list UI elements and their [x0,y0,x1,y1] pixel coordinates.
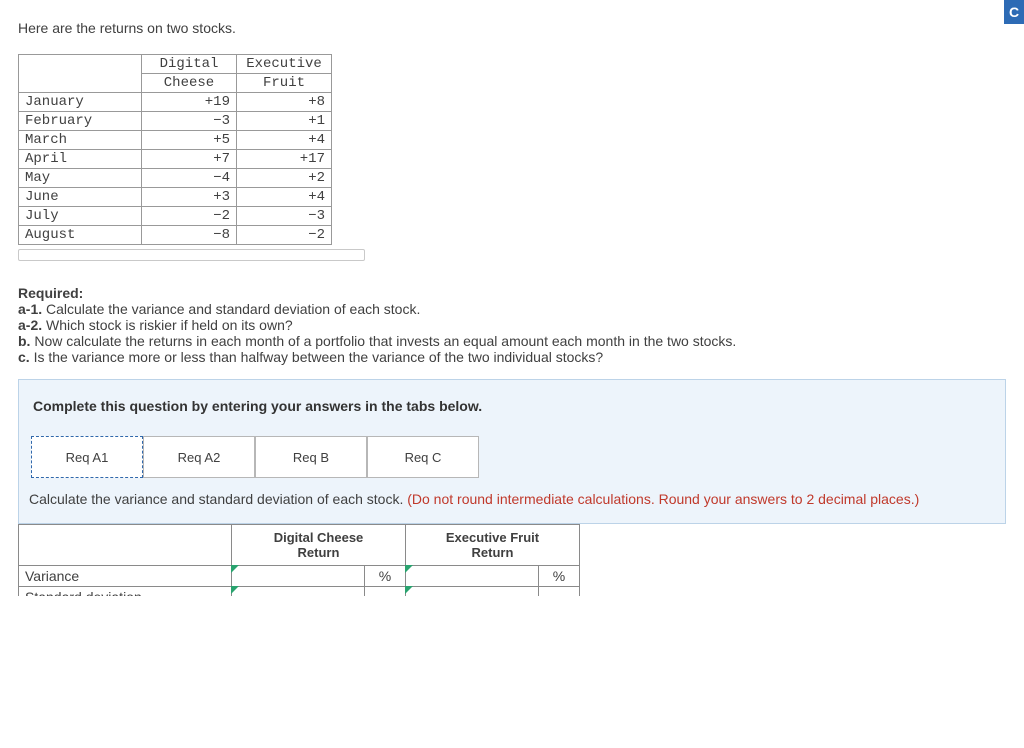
tabs-row: Req A1 Req A2 Req B Req C [19,436,1005,478]
tab-req-b[interactable]: Req B [255,436,367,478]
req-a1-label: a-1. [18,301,42,317]
required-block: Required: a-1. Calculate the variance an… [18,285,1006,365]
month-cell: March [19,131,142,150]
value-cell: +17 [237,150,332,169]
month-cell: July [19,207,142,226]
answer-row-variance: Variance % % [19,565,580,586]
month-cell: June [19,188,142,207]
returns-col2-header-line1: Executive [237,55,332,74]
value-cell: −2 [237,226,332,245]
value-cell: +7 [142,150,237,169]
table-row: August −8 −2 [19,226,332,245]
unit-cell [365,586,406,596]
table-row: June +3 +4 [19,188,332,207]
horizontal-scrollbar[interactable] [18,249,365,261]
input-flag-icon [231,586,239,594]
tab-req-c[interactable]: Req C [367,436,479,478]
input-flag-icon [231,565,239,573]
answer-col1-header: Digital CheeseReturn [232,524,406,565]
answer-panel-header: Complete this question by entering your … [19,380,1005,436]
answer-panel: Complete this question by entering your … [18,379,1006,524]
value-cell: −8 [142,226,237,245]
table-row: April +7 +17 [19,150,332,169]
month-cell: April [19,150,142,169]
returns-col2-header-line2: Fruit [237,74,332,93]
month-cell: January [19,93,142,112]
answer-input-table: Digital CheeseReturn Executive FruitRetu… [18,524,580,596]
unit-cell: % [539,565,580,586]
req-a2-text: Which stock is riskier if held on its ow… [42,317,293,333]
req-a1-text: Calculate the variance and standard devi… [42,301,420,317]
returns-blank-header [19,55,142,93]
table-row: May −4 +2 [19,169,332,188]
stddev-dc-input[interactable] [232,586,365,596]
value-cell: +2 [237,169,332,188]
answer-col2-header: Executive FruitReturn [406,524,580,565]
variance-ef-input[interactable] [406,565,539,586]
value-cell: +5 [142,131,237,150]
month-cell: August [19,226,142,245]
req-b-label: b. [18,333,30,349]
req-b-text: Now calculate the returns in each month … [30,333,736,349]
value-cell: −3 [142,112,237,131]
intro-text: Here are the returns on two stocks. [18,20,1006,36]
table-row: January +19 +8 [19,93,332,112]
answer-row-stddev: Standard deviation [19,586,580,596]
table-row: March +5 +4 [19,131,332,150]
tab-instruction: Calculate the variance and standard devi… [19,478,1005,523]
instruction-main: Calculate the variance and standard devi… [29,491,407,507]
value-cell: +4 [237,188,332,207]
value-cell: +19 [142,93,237,112]
stddev-ef-input[interactable] [406,586,539,596]
value-cell: +1 [237,112,332,131]
tab-req-a2[interactable]: Req A2 [143,436,255,478]
req-c-text: Is the variance more or less than halfwa… [30,349,604,365]
variance-dc-input[interactable] [232,565,365,586]
req-c-label: c. [18,349,30,365]
corner-badge: C [1004,0,1024,24]
row-label: Standard deviation [19,586,232,596]
unit-cell: % [365,565,406,586]
returns-table: Digital Executive Cheese Fruit January +… [18,54,332,245]
input-flag-icon [405,565,413,573]
returns-col1-header-line2: Cheese [142,74,237,93]
answer-blank-header [19,524,232,565]
req-a2-label: a-2. [18,317,42,333]
table-row: July −2 −3 [19,207,332,226]
unit-cell [539,586,580,596]
value-cell: −4 [142,169,237,188]
input-flag-icon [405,586,413,594]
instruction-note: (Do not round intermediate calculations.… [407,491,919,507]
returns-col1-header-line1: Digital [142,55,237,74]
month-cell: May [19,169,142,188]
row-label: Variance [19,565,232,586]
month-cell: February [19,112,142,131]
table-row: February −3 +1 [19,112,332,131]
value-cell: −2 [142,207,237,226]
value-cell: +3 [142,188,237,207]
required-title: Required: [18,285,83,301]
value-cell: +4 [237,131,332,150]
value-cell: −3 [237,207,332,226]
tab-req-a1[interactable]: Req A1 [31,436,143,478]
value-cell: +8 [237,93,332,112]
